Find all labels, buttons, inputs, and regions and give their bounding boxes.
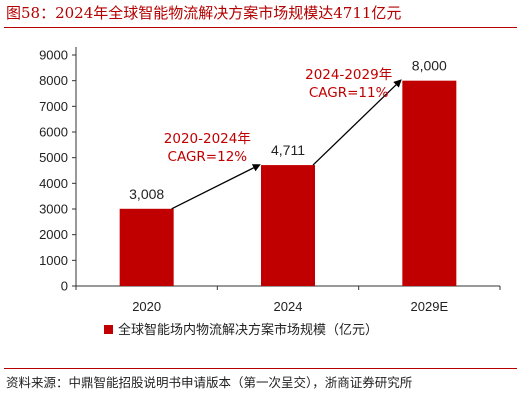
title-divider <box>4 27 517 28</box>
chart-bars <box>119 80 457 287</box>
chart-labels: 3,008 4,711 8,000 2020-2024年 CAGR=12% 2024-20… <box>129 58 447 202</box>
trend-arrow <box>312 79 402 166</box>
data-label: 8,000 <box>412 58 447 74</box>
y-tick-label: 6000 <box>39 125 68 140</box>
cagr-rate: CAGR=11% <box>309 85 389 101</box>
x-tick-label: 2020 <box>132 299 161 314</box>
x-tick-label: 2024 <box>274 299 303 314</box>
x-tick-label: 2029E <box>411 299 449 314</box>
y-tick-label: 9000 <box>39 48 68 63</box>
trend-arrows <box>171 79 402 210</box>
cagr-period: 2020-2024年 <box>164 131 251 147</box>
legend-swatch <box>104 325 113 334</box>
y-tick-label: 4000 <box>39 176 68 191</box>
legend-label: 全球智能场内物流解决方案市场规模（亿元） <box>118 322 378 338</box>
data-label: 4,711 <box>271 142 305 158</box>
source-divider <box>4 368 517 369</box>
source-note: 资料来源：中鼎智能招股说明书申请版本（第一次呈交），浙商证券研究所 <box>6 375 413 390</box>
bar <box>261 165 315 286</box>
y-tick-label: 1000 <box>39 253 68 268</box>
y-tick-label: 7000 <box>39 99 68 114</box>
cagr-period: 2024-2029年 <box>305 67 392 83</box>
bar-chart: 0 1000 2000 3000 4000 5000 6000 7000 8000 9000 202… <box>39 47 501 338</box>
trend-arrow <box>171 164 261 210</box>
y-tick-label: 0 <box>61 279 68 294</box>
data-label: 3,008 <box>129 186 164 202</box>
cagr-rate: CAGR=12% <box>168 149 248 165</box>
chart-title: 图58：2024年全球智能物流解决方案市场规模达4711亿元 <box>6 4 402 22</box>
y-tick-label: 2000 <box>39 227 68 242</box>
chart-axes: 0 1000 2000 3000 4000 5000 6000 7000 8000 9000 202… <box>39 47 501 314</box>
bar <box>402 80 457 287</box>
bar <box>119 208 174 286</box>
y-tick-label: 5000 <box>39 150 68 165</box>
chart-legend: 全球智能场内物流解决方案市场规模（亿元） <box>104 322 378 338</box>
y-tick-label: 8000 <box>39 73 68 88</box>
y-tick-label: 3000 <box>39 202 68 217</box>
